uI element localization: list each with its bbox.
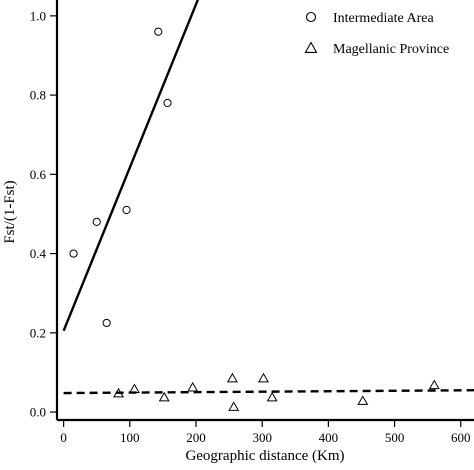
legend-marker-circle [305,11,317,23]
x-tick-label: 0 [60,430,67,445]
x-tick-label: 500 [385,430,405,445]
legend-label: Intermediate Area [333,11,434,26]
data-point-triangle [128,383,140,394]
fit-line-circle [62,0,200,332]
data-point-circle [102,318,111,328]
x-tick-label: 400 [319,430,339,445]
data-point-triangle [428,379,440,390]
y-tick-label: 1.0 [30,8,46,23]
x-tick-label: 600 [451,430,471,445]
fit-line-triangle [63,389,474,395]
data-point-circle [122,205,131,215]
legend-marker-triangle [304,41,318,53]
axes: 0 100 200 300 400 500 600 0.0 0.2 0.4 0.6 0.8 1.0 [30,0,474,445]
data-point-triangle [187,381,199,392]
data-point-triangle [357,395,369,405]
data-point-triangle [113,387,125,398]
y-tick-label: 0.8 [30,88,46,103]
legend-label: Magellanic Province [333,42,449,57]
x-tick-label: 100 [120,430,140,445]
y-axis-label: Fst/(1-Fst) [2,180,18,243]
data-point-circle [92,217,101,226]
data-points [69,27,440,411]
fit-lines [62,0,474,395]
y-tick-label: 0.6 [30,167,47,182]
legend: Intermediate Area Magellanic Province [304,11,449,57]
data-point-triangle [228,401,240,411]
x-tick-label: 300 [252,430,272,445]
data-point-triangle [226,372,238,383]
data-point-triangle [266,391,278,402]
data-point-circle [163,98,172,108]
y-tick-label: 0.2 [30,325,46,340]
y-tick-label: 0.0 [30,405,46,420]
data-point-circle [69,249,78,258]
data-point-circle [154,27,163,36]
data-point-triangle [258,372,269,383]
data-point-triangle [158,391,170,402]
x-axis-label: Geographic distance (Km) [185,448,344,464]
x-tick-label: 200 [186,430,206,445]
y-tick-label: 0.4 [30,246,47,261]
